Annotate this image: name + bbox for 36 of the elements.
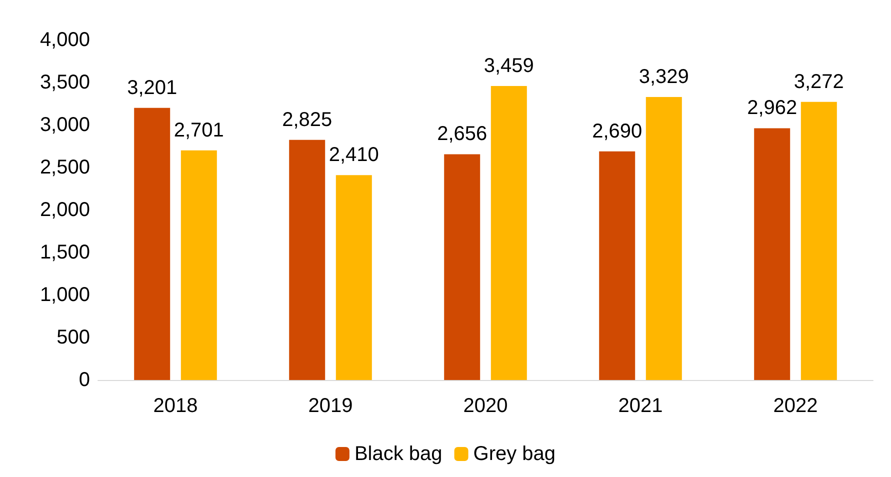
- y-tick-label: 3,000: [40, 114, 90, 136]
- x-tick-label: 2022: [773, 395, 818, 417]
- data-label: 2,656: [437, 123, 488, 146]
- y-tick-label: 2,500: [40, 156, 90, 178]
- data-label: 2,690: [592, 120, 642, 142]
- data-label: 3,272: [794, 70, 844, 93]
- y-tick-label: 1,500: [40, 242, 90, 264]
- data-label: 3,459: [484, 54, 534, 77]
- bar: [180, 150, 217, 380]
- bar: [289, 140, 326, 380]
- legend-label: Black bag: [354, 443, 442, 465]
- bar: [800, 102, 837, 380]
- data-label: 3,329: [638, 66, 689, 88]
- bar: [444, 154, 480, 380]
- bar: [599, 151, 636, 380]
- bar: [490, 86, 527, 380]
- bar: [646, 97, 682, 380]
- y-tick-label: 0: [78, 369, 90, 391]
- data-label: 2,825: [282, 108, 332, 131]
- bar: [336, 175, 372, 380]
- x-tick-label: 2019: [308, 395, 353, 417]
- y-tick-label: 3,500: [40, 72, 90, 94]
- x-tick-label: 2021: [618, 395, 663, 417]
- y-tick-label: 2,000: [40, 199, 90, 221]
- y-tick-label: 1,000: [40, 284, 90, 306]
- data-label: 2,962: [747, 97, 798, 120]
- x-tick-label: 2020: [463, 395, 508, 417]
- legend-label: Grey bag: [473, 443, 556, 465]
- bar: [754, 128, 790, 380]
- y-tick-label: 500: [56, 326, 90, 348]
- data-label: 3,201: [127, 76, 178, 99]
- x-tick-label: 2018: [153, 395, 198, 417]
- y-tick-label: 4,000: [40, 29, 90, 51]
- bar: [134, 108, 170, 380]
- data-label: 2,701: [174, 119, 224, 142]
- data-label: 2,410: [328, 144, 379, 166]
